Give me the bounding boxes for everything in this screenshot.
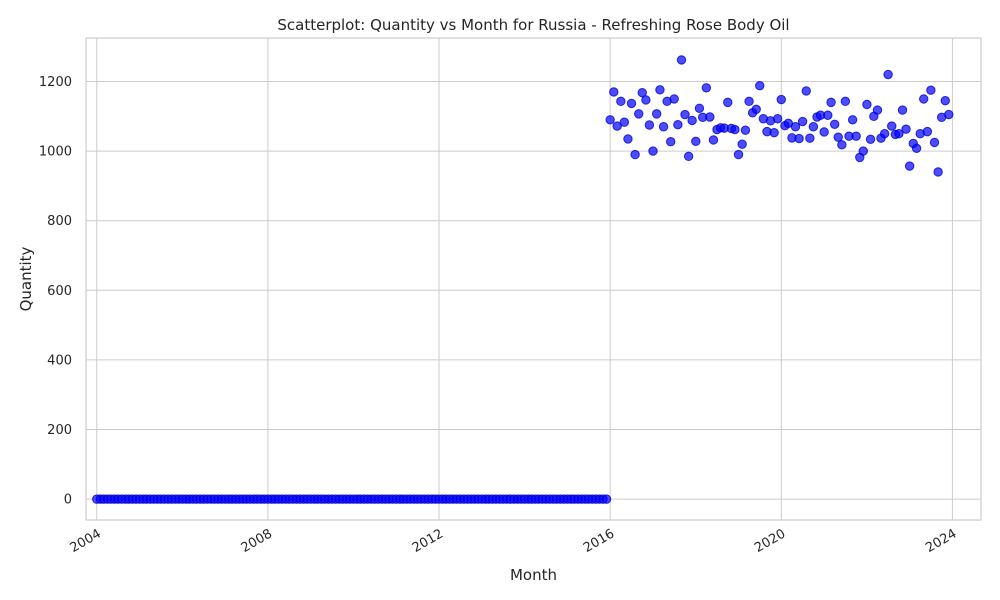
data-point [648,146,658,156]
data-point [637,87,647,98]
data-point [879,129,890,139]
data-point [751,104,761,115]
data-point [883,69,893,80]
x-tick-label: 2016 [581,526,617,556]
data-point [819,127,829,137]
data-point [605,115,615,125]
data-point [733,149,744,160]
data-point [730,124,740,135]
data-point [901,124,911,134]
data-point [865,134,876,144]
data-point [940,95,950,106]
data-point [673,119,683,130]
chart-title: Scatterplot: Quantity vs Month for Russi… [277,16,789,34]
x-tick-label: 2012 [410,526,446,556]
data-point [708,135,719,145]
data-point [616,96,626,107]
data-point [676,55,687,65]
data-point [658,122,669,132]
y-tick-label: 400 [47,353,72,368]
data-point [601,494,612,504]
data-point [944,109,954,120]
data-point [840,96,851,107]
y-axis-label: Quantity [17,246,35,311]
data-point [701,83,712,93]
data-point [623,134,633,144]
data-point [929,137,940,148]
data-point [790,122,801,132]
data-point [669,94,679,104]
data-point [691,136,701,147]
data-point [680,109,690,120]
y-tick-label: 0 [64,493,72,508]
data-point [626,98,637,109]
data-point [926,85,936,95]
data-point [740,125,751,135]
data-point [619,117,630,127]
x-tick-label: 2020 [752,526,788,556]
data-point [630,149,640,160]
x-axis-label: Month [510,566,557,584]
data-point [644,120,655,130]
data-point [922,126,933,137]
data-point [933,167,943,177]
data-point [862,99,872,110]
data-point [797,116,808,127]
data-point [830,119,840,130]
data-point [744,96,754,107]
data-point [919,94,929,104]
data-point [904,161,915,171]
y-tick-label: 1200 [39,75,72,90]
y-tick-label: 600 [47,284,72,299]
data-point [769,127,779,138]
data-point [666,137,676,147]
y-tick-label: 1000 [39,145,72,160]
x-axis: 2004 2008 2012 2016 2020 2024 [68,526,960,556]
x-tick-label: 2024 [923,526,959,556]
data-point [755,80,765,91]
data-point [805,133,815,143]
data-point [651,109,662,119]
x-tick-label: 2004 [68,526,104,556]
data-point [634,109,644,119]
data-point [833,132,843,142]
data-point [837,140,847,150]
data-point [683,151,694,162]
y-axis: 0 200 400 600 800 1000 1200 [39,75,72,508]
data-point [847,115,858,125]
data-point [808,122,819,132]
data-point [687,115,697,126]
data-point [694,103,705,113]
data-point [887,121,897,131]
data-point [858,146,868,156]
data-point [872,105,883,115]
data-point [641,95,651,105]
data-point [801,86,811,96]
y-tick-label: 800 [47,214,72,229]
data-point [705,112,715,122]
data-point [823,110,833,120]
data-point [776,94,786,105]
data-point [851,131,861,141]
x-tick-label: 2008 [239,526,275,556]
data-point [894,129,904,139]
y-tick-label: 200 [47,423,72,438]
plot-frame [85,37,982,521]
data-point [737,139,747,149]
data-point [772,114,783,124]
data-point [723,97,733,108]
data-point [609,87,619,97]
data-point [794,133,804,144]
data-point [612,121,622,131]
data-points [92,55,954,504]
data-point [911,143,922,154]
data-point [655,85,665,95]
grid-lines [86,38,981,520]
data-point [897,105,908,115]
data-point [826,97,836,108]
